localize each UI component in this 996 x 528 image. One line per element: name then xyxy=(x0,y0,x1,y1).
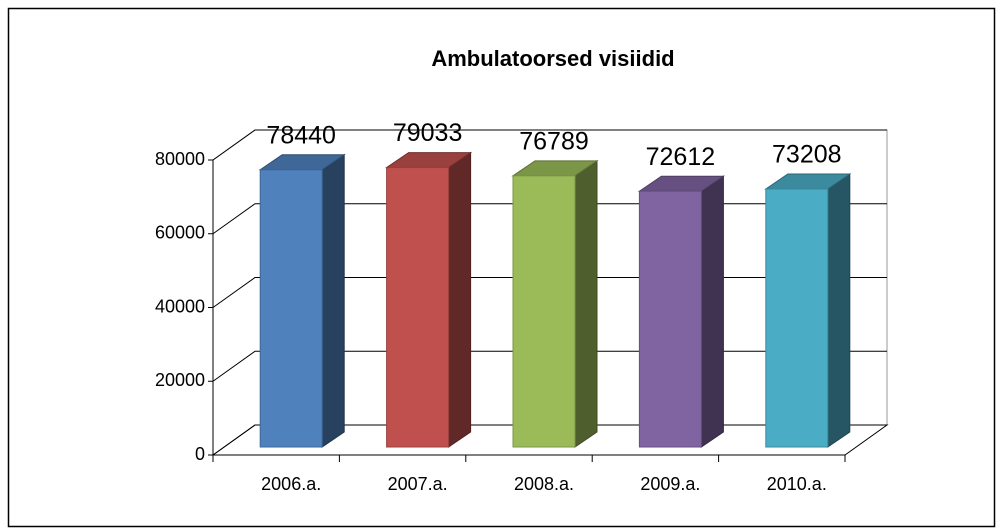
bar xyxy=(259,169,323,448)
y-tick-label: 80000 xyxy=(155,149,205,169)
x-tick-label: 2009.a. xyxy=(640,474,700,494)
bar xyxy=(386,167,450,448)
y-tick-label: 60000 xyxy=(155,223,205,243)
bar-side xyxy=(448,151,472,448)
bar-side xyxy=(321,153,345,448)
bar-side xyxy=(574,159,598,448)
value-label: 79033 xyxy=(393,119,463,147)
value-label: 76789 xyxy=(519,127,589,155)
value-label: 78440 xyxy=(266,121,336,149)
bar xyxy=(512,175,576,448)
x-tick-label: 2007.a. xyxy=(388,474,448,494)
bar-side xyxy=(700,175,724,448)
value-label: 72612 xyxy=(646,143,716,171)
bar-side xyxy=(827,173,851,448)
y-tick-label: 40000 xyxy=(155,296,205,316)
y-tick-label: 20000 xyxy=(155,370,205,390)
grid-line xyxy=(212,129,887,161)
value-label: 73208 xyxy=(772,141,842,169)
x-tick-label: 2010.a. xyxy=(767,474,827,494)
bar xyxy=(765,188,829,448)
x-tick-label: 2008.a. xyxy=(514,474,574,494)
y-tick-label: 0 xyxy=(195,444,205,464)
bar xyxy=(638,190,702,448)
x-tick-label: 2006.a. xyxy=(261,474,321,494)
chart-title: Ambulatoorsed visiidid xyxy=(431,46,674,71)
